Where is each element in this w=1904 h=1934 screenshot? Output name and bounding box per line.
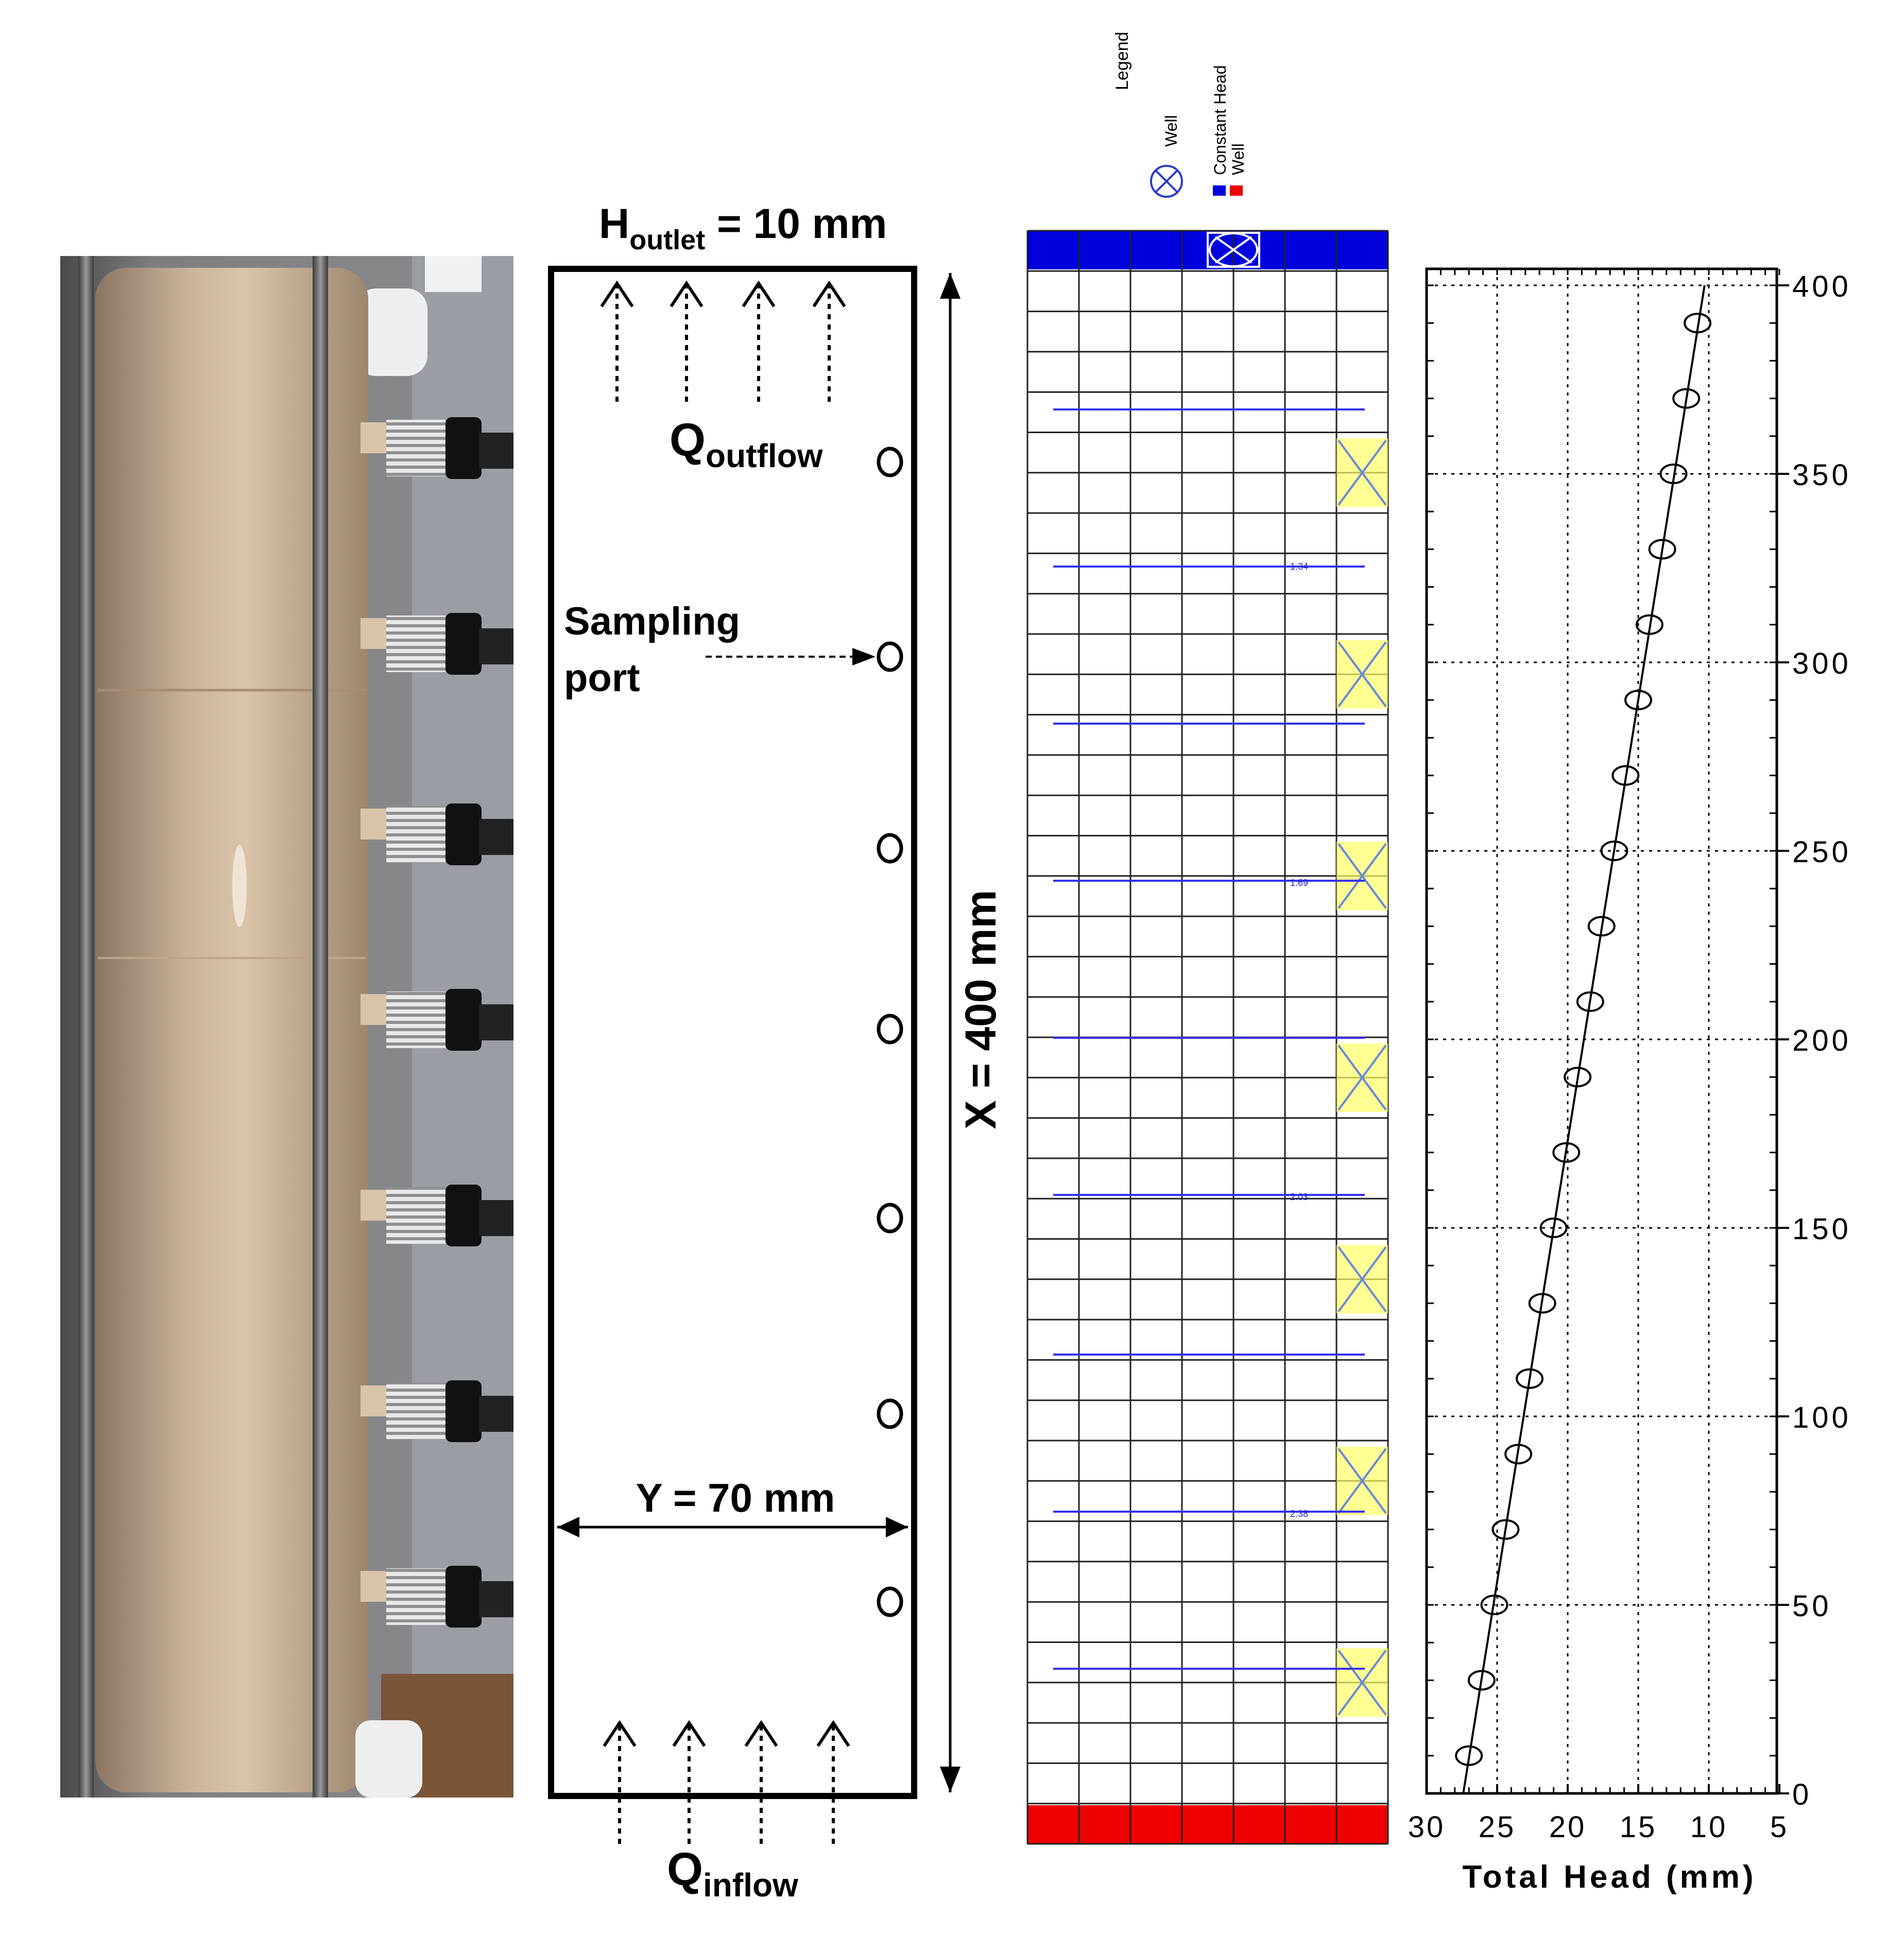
chart-marks: [1455, 285, 1712, 1794]
x-tick-label: 10: [1690, 1810, 1728, 1844]
column-photo: [60, 256, 513, 1798]
chart-ticks: 30 25 20 15 10 5 400 350 300 250 200 150 100 50 0: [1408, 269, 1851, 1844]
data-point: [1576, 991, 1604, 1012]
data-point: [1624, 690, 1652, 711]
well-icon: [1336, 1043, 1388, 1112]
photo-port: [361, 417, 513, 479]
column-schematic: Houtlet = 10 mm Qoutflow: [548, 200, 1005, 1904]
photo-port: [361, 1566, 513, 1628]
y-tick-label: 0: [1792, 1778, 1812, 1811]
data-point: [1516, 1368, 1544, 1389]
contour-label-3: 2.03: [1290, 1192, 1308, 1202]
legend-well-label: Well: [1162, 115, 1180, 147]
x-tick-label: 15: [1620, 1810, 1657, 1844]
outflow-label: Qoutflow: [670, 415, 823, 474]
photo-port: [361, 1380, 513, 1442]
length-label: X = 400 mm: [956, 890, 1005, 1129]
contour-label-4: 2.38: [1290, 1509, 1308, 1519]
head-contours: [1053, 408, 1365, 1670]
fit-line: [1462, 285, 1706, 1794]
sampling-port-label: Sampling port: [564, 600, 751, 700]
outlet-head-label: Houtlet = 10 mm: [599, 200, 887, 255]
y-tick-label: 200: [1792, 1024, 1851, 1057]
well-icon: [1336, 842, 1388, 911]
photo-port: [361, 989, 513, 1051]
data-point: [1491, 1519, 1520, 1540]
bottom-constant-head: [1027, 1805, 1388, 1844]
x-tick-label: 30: [1408, 1810, 1446, 1844]
y-tick-label: 100: [1792, 1401, 1851, 1434]
y-tick-label: 300: [1792, 647, 1851, 680]
chart-grid: [1427, 269, 1777, 1793]
data-point: [1600, 841, 1628, 861]
head-profile-chart: 30 25 20 15 10 5 400 350 300 250 200 150 100 50 0 Tota…: [1408, 267, 1851, 1895]
data-point: [1539, 1218, 1568, 1238]
photo-port: [361, 803, 513, 865]
constant-head-blue-swatch: [1213, 185, 1226, 196]
legend: Legend Well Constant Head Well: [1112, 32, 1247, 198]
grid-model: Legend Well Constant Head Well 1.34 1.69: [1026, 32, 1389, 1845]
contour-label-2: 1.69: [1290, 878, 1308, 888]
inflow-label: Qinflow: [667, 1844, 798, 1904]
data-point: [1648, 539, 1676, 560]
x-tick-label: 5: [1770, 1810, 1789, 1844]
contour-label-1: 1.34: [1290, 561, 1308, 572]
model-grid: [1026, 230, 1389, 1845]
well-legend-icon: [1150, 165, 1183, 198]
outflow-arrows: [600, 280, 846, 402]
top-well-icon: [1207, 232, 1260, 268]
well-markers: [1336, 438, 1388, 1717]
data-point: [1467, 1670, 1496, 1691]
well-icon: [1336, 640, 1388, 709]
sampling-ports: [877, 447, 903, 1617]
well-icon: [1336, 1648, 1388, 1717]
y-tick-label: 50: [1792, 1589, 1832, 1623]
x-axis-title: Total Head (mm): [1462, 1859, 1756, 1895]
legend-title: Legend: [1112, 32, 1132, 90]
inflow-arrows: [603, 1720, 850, 1844]
plot-frame: [1425, 267, 1778, 1795]
photo-port: [361, 1185, 513, 1246]
data-point: [1455, 1745, 1483, 1766]
width-label: Y = 70 mm: [636, 1475, 835, 1520]
y-tick-label: 350: [1792, 458, 1851, 492]
x-tick-label: 25: [1479, 1810, 1516, 1844]
well-icon: [1336, 438, 1388, 507]
well-icon: [1336, 1446, 1388, 1515]
constant-head-red-swatch: [1230, 185, 1243, 196]
legend-well-label-2: Well: [1229, 143, 1247, 175]
well-icon: [1336, 1245, 1388, 1314]
y-tick-label: 400: [1792, 270, 1851, 303]
data-point: [1564, 1067, 1592, 1088]
legend-constant-head-label: Constant Head: [1211, 65, 1229, 175]
column-outline: [548, 266, 917, 1799]
photo-port: [361, 613, 513, 675]
y-tick-label: 250: [1792, 835, 1851, 869]
data-point: [1672, 388, 1701, 409]
y-tick-label: 150: [1792, 1212, 1851, 1246]
x-tick-label: 20: [1549, 1810, 1587, 1844]
